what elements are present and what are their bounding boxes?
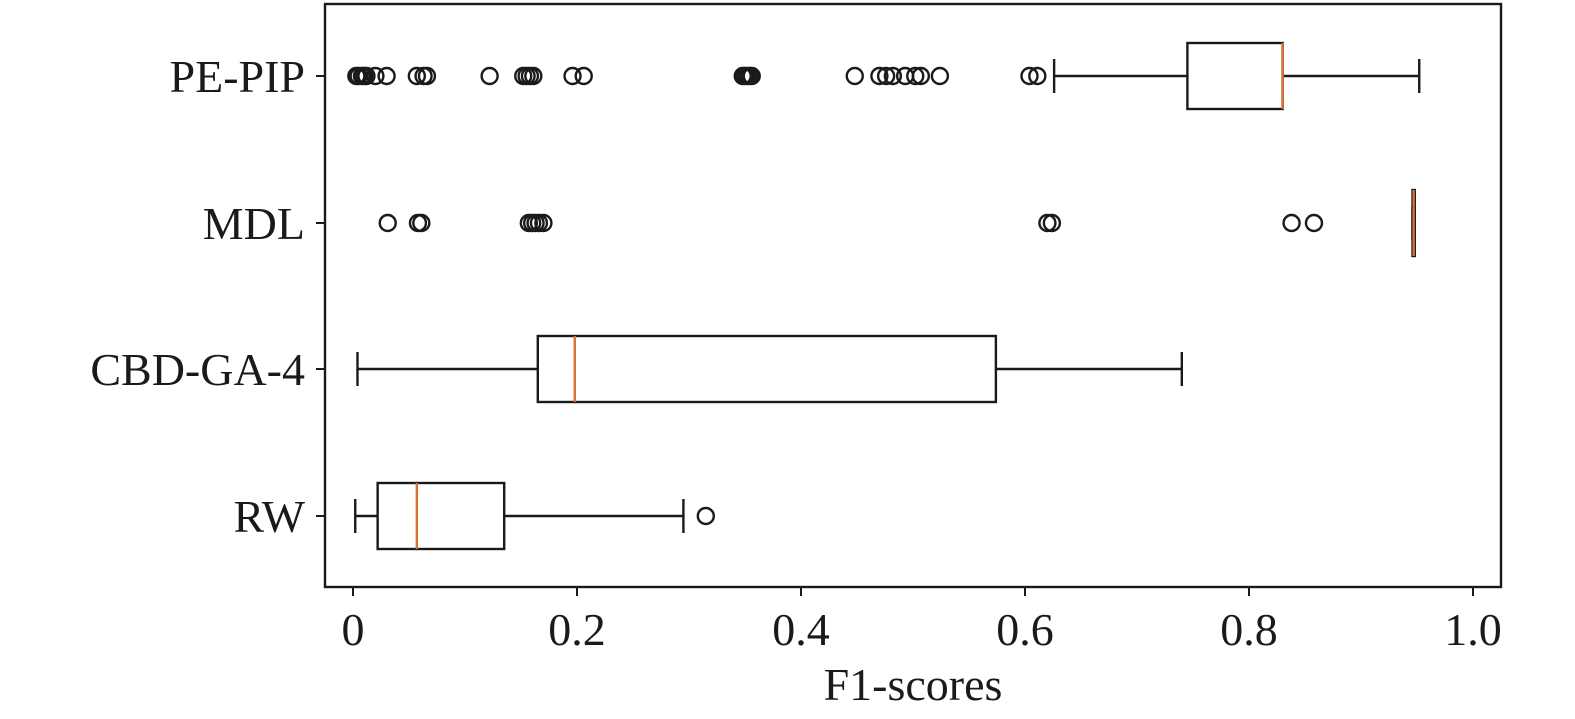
y-tick-label: PE-PIP (170, 51, 305, 102)
outlier-point (1020, 66, 1039, 86)
box-group-rw (354, 481, 715, 551)
x-tick-label: 0.2 (548, 604, 606, 655)
outlier-point (876, 66, 896, 86)
x-tick-label: 0.4 (772, 604, 830, 655)
iqr-box (1186, 41, 1284, 111)
outlier-point (366, 66, 385, 86)
outlier-point (845, 66, 864, 86)
outlier-point (696, 506, 715, 526)
outlier-point (417, 66, 437, 86)
outlier-point (412, 213, 431, 233)
box-group-cbd-ga-4 (356, 334, 1184, 404)
outlier-point (574, 66, 593, 86)
outlier-point (563, 66, 582, 86)
x-axis-label: F1-scores (824, 659, 1003, 710)
iqr-box (376, 481, 506, 551)
outlier-point (911, 66, 931, 86)
outlier-point (1042, 213, 1062, 233)
x-tick-label: 0 (342, 604, 365, 655)
outlier-point (930, 66, 950, 86)
y-tick-label: MDL (203, 198, 305, 249)
outlier-point (1028, 66, 1047, 86)
outlier-point (1304, 213, 1324, 233)
plot-frame (323, 2, 1503, 589)
outlier-point (357, 66, 376, 86)
y-tick-label: RW (233, 491, 305, 542)
iqr-box (536, 334, 998, 404)
box-group-mdl (378, 188, 1416, 258)
outlier-point (906, 66, 925, 86)
outlier-point (742, 66, 761, 86)
outlier-point (524, 66, 543, 86)
y-tick-label: CBD-GA-4 (90, 344, 305, 395)
outlier-point (870, 66, 889, 86)
x-tick-label: 0.8 (1220, 604, 1278, 655)
outlier-point (534, 213, 553, 233)
box-group-pe-pip (347, 41, 1421, 111)
outlier-point (407, 66, 427, 86)
outlier-point (1282, 213, 1301, 233)
outlier-point (883, 66, 903, 86)
outlier-point (377, 66, 396, 86)
outlier-point (378, 213, 397, 233)
x-tick-label: 1.0 (1444, 604, 1502, 655)
outlier-point (480, 66, 499, 86)
x-tick-label: 0.6 (996, 604, 1054, 655)
